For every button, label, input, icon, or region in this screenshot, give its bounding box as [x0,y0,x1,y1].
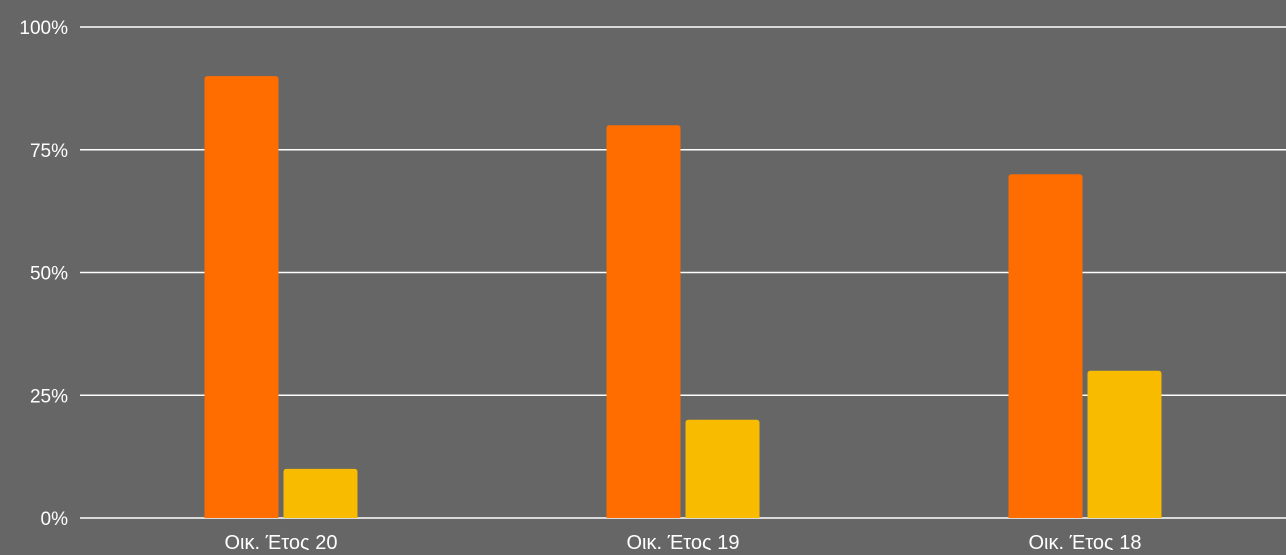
gridlines [80,26,1286,519]
x-tick-label: Οικ. Έτος 18 [1029,532,1142,550]
y-tick-label: 100% [19,18,68,39]
x-tick-label: Οικ. Έτος 20 [225,532,338,550]
bar [1008,174,1083,519]
y-tick-label: 25% [30,386,68,407]
y-tick-label: 0% [41,509,69,530]
bars [204,76,1162,519]
bar [606,125,681,518]
bar [685,419,760,518]
x-axis-ticks: Οικ. Έτος 20 Οικ. Έτος 19 Οικ. Έτος 18 [225,532,1142,554]
bar [283,468,358,518]
bar [1087,370,1162,518]
x-tick-label: Οικ. Έτος 19 [627,532,740,550]
bar [204,76,279,518]
y-tick-label: 75% [30,141,68,162]
y-tick-label: 50% [30,264,68,285]
y-axis-ticks: 0% 25% 50% 75% 100% [19,18,68,530]
